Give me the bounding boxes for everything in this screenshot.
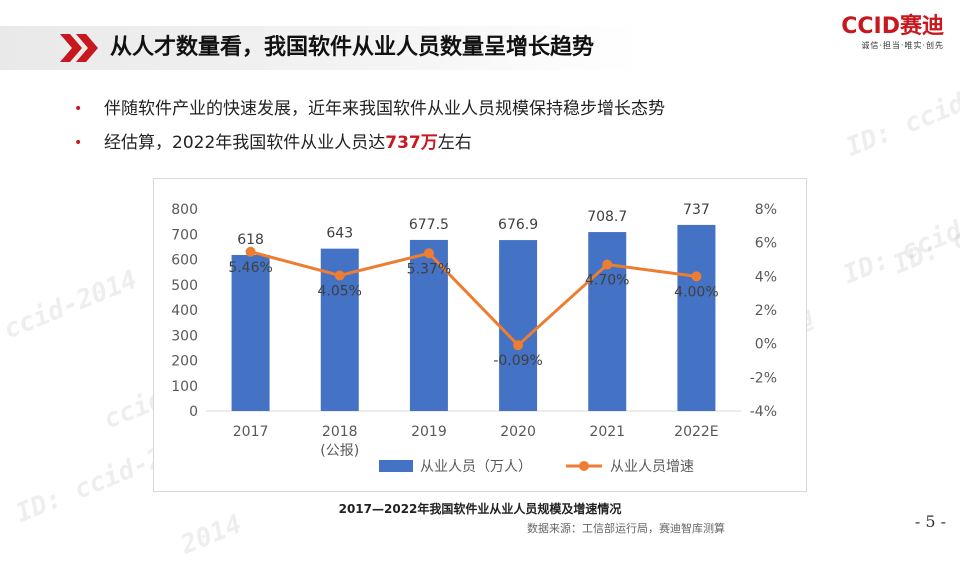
y-left-tick-label: 500 [171,278,198,294]
bullet-text-prefix: 经估算，2022年我国软件从业人员达 [104,133,386,153]
line-data-label: 4.05% [318,283,362,299]
bar-data-label: 737 [683,202,710,218]
chart-caption: 2017—2022年我国软件业从业人员规模及增速情况 [338,502,622,516]
x-tick-label: (公报) [320,443,359,459]
line-data-label: 4.00% [674,284,718,300]
y-left-tick-label: 700 [171,227,198,243]
y-left-tick-label: 400 [171,303,198,319]
growth-line [250,250,697,348]
combo-chart: 0 100 200 300 400 500 600 700 800 -4% -2% 0% 2% 4% 6% 8… [171,202,777,475]
y-right-tick-label: -4% [750,404,777,420]
bar-data-label: 676.9 [498,217,538,233]
line-data-label: 5.37% [407,261,451,277]
y-left-tick-label: 800 [171,202,198,218]
bullet-list: • 伴随软件产业的快速发展，近年来我国软件从业人员规模保持稳步增长态势 • 经估… [74,92,665,160]
legend-line-marker [579,461,589,471]
watermark-text: ID: ccid-2014 [841,58,960,164]
bullet-item: • 伴随软件产业的快速发展，近年来我国软件从业人员规模保持稳步增长态势 [74,92,665,126]
chart-container: 0 100 200 300 400 500 600 700 800 -4% -2% 0% 2% 4% 6% 8… [153,178,807,492]
legend-line-label: 从业人员增速 [610,459,694,475]
bullet-dot-icon: • [74,135,83,151]
x-tick-label: 2019 [411,424,447,440]
growth-point [245,246,256,257]
page-title: 从人才数量看，我国软件从业人员数量呈增长趋势 [110,35,595,60]
x-tick-label: 2022E [674,424,718,440]
bar-data-label: 677.5 [409,217,449,233]
bullet-text-suffix: 左右 [437,133,472,153]
logo-slogan: 诚信·担当·唯实·创先 [861,41,944,50]
line-data-label: -0.09% [493,353,543,369]
bullet-highlight-value: 737万 [385,133,438,153]
y-left-tick-label: 300 [171,328,198,344]
x-tick-label: 2021 [589,424,625,440]
title-bar [0,26,640,70]
bar [499,240,538,411]
growth-point [513,340,524,351]
line-data-label: 5.46% [228,260,272,276]
legend-bar-swatch [379,460,413,472]
bar [677,224,716,411]
x-tick-label: 2018 [322,424,358,440]
data-source: 数据来源：工信部运行局，赛迪智库测算 [527,522,725,535]
y-left-tick-label: 600 [171,253,198,269]
chevron-double-icon [60,34,98,62]
bullet-dot-icon: • [74,101,83,117]
watermark-text: 2014 [176,509,246,561]
x-tick-label: 2017 [233,424,269,440]
bar [231,254,270,411]
bar [588,232,627,411]
y-left-tick-label: 100 [171,379,198,395]
bar-data-label: 618 [237,232,264,248]
y-left-tick-label: 0 [189,404,198,420]
x-tick-label: 2020 [500,424,536,440]
logo-main: CCID赛迪 [841,14,944,39]
line-data-label: 4.70% [585,273,629,289]
page-number: - 5 - [914,512,946,531]
y-right-tick-label: 6% [755,236,777,252]
y-right-tick-label: 2% [755,303,777,319]
legend-bar-label: 从业人员（万人） [420,459,532,475]
watermark-text: ID: ccid [888,205,960,281]
growth-point [602,259,613,270]
watermark-text: ID: ccid [838,215,960,291]
growth-point [423,248,434,259]
y-right-tick-label: 0% [755,337,777,353]
y-right-tick-label: 4% [755,269,777,285]
growth-point [691,271,702,282]
bar-data-label: 708.7 [587,209,627,225]
bullet-text: 伴随软件产业的快速发展，近年来我国软件从业人员规模保持稳步增长态势 [104,99,665,119]
y-right-tick-label: -2% [750,370,777,386]
bullet-item: • 经估算，2022年我国软件从业人员达737万左右 [74,126,665,160]
bar-data-label: 643 [326,226,353,242]
ccid-logo: CCID赛迪 诚信·担当·唯实·创先 [841,14,944,52]
growth-point [334,270,345,281]
y-right-tick-label: 8% [755,202,777,218]
y-left-tick-label: 200 [171,354,198,370]
watermark-text: ccid-2014 [0,264,142,346]
